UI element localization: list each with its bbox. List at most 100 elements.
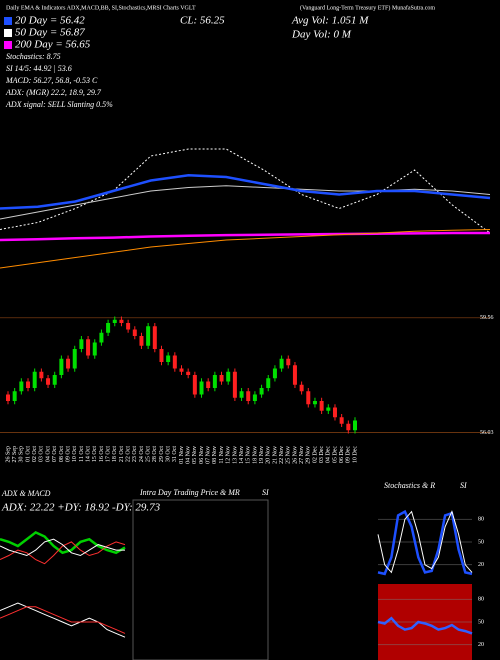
swatch: [4, 29, 12, 37]
stat-line: 20 Day = 56.42: [15, 15, 85, 27]
candle-body: [166, 355, 171, 362]
x-tick-label: 05 Nov: [192, 446, 198, 464]
x-tick-label: 08 Oct: [59, 446, 65, 462]
x-tick-label: 27 Sep: [12, 446, 18, 463]
candle-body: [132, 329, 137, 336]
stat-line: Stochastics: 8.75: [6, 52, 61, 61]
candle-body: [326, 407, 331, 411]
x-tick-label: 07 Oct: [52, 446, 58, 462]
panel-subtitle: ADX: 22.22 +DY: 18.92 -DY: 29.73: [1, 502, 161, 514]
x-tick-label: 16 Oct: [99, 446, 105, 462]
x-tick-label: 22 Nov: [279, 446, 285, 464]
y-tick-label: 20: [478, 642, 484, 648]
candle-body: [199, 381, 204, 395]
x-tick-label: 09 Oct: [65, 446, 71, 462]
candle-body: [32, 371, 37, 388]
series-line: [377, 616, 473, 635]
candle-body: [339, 417, 344, 424]
y-tick-label: 50: [478, 539, 484, 545]
right-title: (Vanguard Long-Term Treasury ETF) Munafa…: [300, 4, 435, 11]
candle-body: [226, 371, 231, 382]
x-tick-label: 26 Nov: [292, 446, 298, 464]
x-tick-label: 02 Oct: [32, 446, 38, 462]
candle-body: [152, 326, 157, 349]
intraday-sub: SI: [262, 488, 269, 497]
x-tick-label: 04 Nov: [186, 446, 192, 464]
candle-body: [299, 384, 304, 392]
x-tick-label: 04 Dec: [326, 446, 332, 463]
candle-body: [252, 394, 257, 401]
x-tick-label: 03 Oct: [39, 446, 45, 462]
stat-line: SI 14/5: 44.92 | 53.6: [6, 64, 72, 73]
x-tick-label: 06 Dec: [339, 446, 345, 463]
x-tick-label: 18 Oct: [112, 446, 118, 462]
panel-subtitle: SI: [460, 481, 467, 490]
x-tick-label: 01 Nov: [179, 446, 185, 464]
x-tick-label: 06 Nov: [199, 446, 205, 464]
candle-body: [59, 358, 64, 375]
candle-body: [126, 323, 131, 330]
y-tick-label: 80: [478, 597, 484, 603]
series-line: [0, 185, 491, 220]
x-tick-label: 14 Nov: [239, 446, 245, 464]
candle-body: [46, 378, 51, 385]
x-tick-label: 27 Nov: [299, 446, 305, 464]
panel-title: ADX & MACD: [1, 489, 51, 498]
x-tick-label: 11 Oct: [79, 446, 85, 462]
x-tick-label: 26 Sep: [5, 446, 11, 463]
x-tick-label: 18 Nov: [252, 446, 258, 464]
x-tick-label: 03 Dec: [319, 446, 325, 463]
candle-body: [112, 319, 117, 323]
close-label: CL: 56.25: [180, 15, 225, 27]
x-tick-label: 30 Oct: [166, 446, 172, 462]
candle-body: [6, 394, 10, 401]
x-tick-label: 01 Oct: [25, 446, 31, 462]
x-tick-label: 23 Oct: [132, 446, 138, 462]
candle-body: [39, 371, 44, 379]
x-tick-label: 02 Dec: [312, 446, 318, 463]
x-tick-label: 12 Nov: [226, 446, 232, 464]
swatch: [4, 41, 12, 49]
x-tick-label: 20 Nov: [266, 446, 272, 464]
x-tick-label: 21 Oct: [119, 446, 125, 462]
candle-body: [353, 420, 357, 431]
series-line: [377, 510, 473, 574]
x-tick-label: 10 Dec: [352, 446, 358, 463]
x-tick-label: 04 Oct: [45, 446, 51, 462]
x-tick-label: 21 Nov: [272, 446, 278, 464]
x-tick-label: 25 Oct: [146, 446, 152, 462]
candle-body: [319, 401, 324, 411]
y-tick-label: 20: [478, 562, 484, 568]
x-tick-label: 30 Sep: [19, 446, 25, 463]
x-tick-label: 19 Nov: [259, 446, 265, 464]
x-tick-label: 10 Oct: [72, 446, 78, 462]
candle-body: [106, 323, 111, 333]
stat-line: MACD: 56.27, 56.8, -0.53 C: [5, 76, 98, 85]
series-line: [0, 541, 126, 565]
series-line: [0, 606, 126, 634]
y-tick-label: 56.03: [480, 430, 494, 436]
candle-body: [206, 381, 211, 388]
series-line: [0, 538, 125, 557]
series-line: [377, 509, 473, 576]
candle-body: [79, 339, 84, 349]
candle-body: [239, 391, 244, 398]
candle-body: [139, 336, 144, 346]
candle-body: [312, 401, 317, 405]
candle-body: [99, 332, 104, 343]
series-line: [0, 229, 491, 269]
candle-body: [286, 358, 291, 366]
x-tick-label: 09 Dec: [346, 446, 352, 463]
x-tick-label: 29 Oct: [159, 446, 165, 462]
candle-body: [266, 378, 271, 388]
x-tick-label: 11 Nov: [219, 446, 225, 464]
panel-title: Stochastics & R: [384, 481, 435, 490]
candle-body: [92, 342, 97, 356]
candle-body: [346, 423, 351, 431]
x-tick-label: 15 Nov: [246, 446, 252, 464]
y-tick-label: 50: [478, 619, 484, 625]
x-tick-label: 17 Oct: [105, 446, 111, 462]
x-tick-label: 29 Nov: [306, 446, 312, 464]
candle-body: [332, 407, 337, 418]
